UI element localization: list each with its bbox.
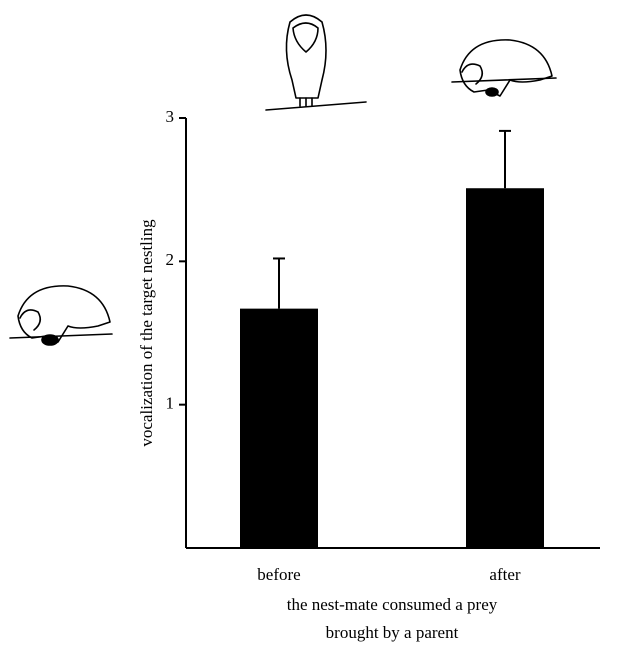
owl-icon-front [266, 15, 366, 110]
y-tick-label: 1 [166, 394, 175, 413]
x-axis-title: brought by a parent [326, 623, 459, 642]
x-tick-label: after [489, 565, 520, 584]
bar [466, 188, 544, 548]
bar [240, 309, 318, 548]
y-tick-label: 3 [166, 107, 175, 126]
x-axis-title: the nest-mate consumed a prey [287, 595, 498, 614]
x-tick-label: before [257, 565, 300, 584]
owl-icon-bent [452, 40, 556, 96]
chart: vocalization of the target nestling the … [0, 0, 619, 647]
y-tick-label: 2 [166, 250, 175, 269]
y-axis-title: vocalization of the target nestling [137, 219, 156, 447]
owl-icon-bent [10, 286, 112, 345]
